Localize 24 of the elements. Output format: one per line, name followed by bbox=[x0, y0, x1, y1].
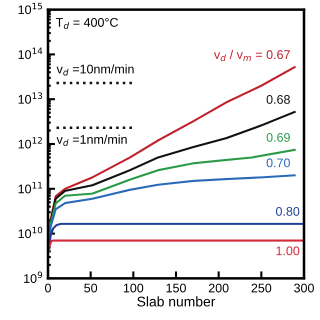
series-label: 0.68 bbox=[266, 95, 290, 104]
x-axis-title: Slab number bbox=[137, 296, 216, 307]
x-tick-label: 200 bbox=[208, 284, 229, 292]
x-tick-label: 0 bbox=[45, 284, 51, 292]
annotation: T$_{d}$ = 400°C bbox=[56, 18, 118, 29]
y-tick-label: 10$^{10}$ bbox=[18, 226, 42, 238]
series-label: 0.80 bbox=[276, 206, 300, 216]
annotation: v$_{d}$ =1nm/min bbox=[56, 134, 127, 146]
y-tick-label: 10$^{11}$ bbox=[18, 182, 42, 194]
x-tick-label: 100 bbox=[124, 284, 144, 292]
series-label: v$_{d}$ / v$_{m}$ = 0.67 bbox=[214, 50, 290, 62]
y-tick-label: 10$^{9}$ bbox=[24, 272, 42, 283]
x-tick-label: 300 bbox=[294, 284, 314, 292]
x-tick-label: 150 bbox=[166, 284, 186, 292]
series-label: 0.69 bbox=[266, 132, 290, 142]
series-label: 0.70 bbox=[266, 158, 290, 168]
series-label: 1.00 bbox=[276, 246, 300, 256]
y-tick-label: 10$^{12}$ bbox=[18, 137, 42, 149]
y-tick-label: 10$^{15}$ bbox=[18, 2, 42, 14]
x-tick-label: 50 bbox=[84, 284, 98, 292]
y-tick-label: 10$^{14}$ bbox=[18, 48, 42, 59]
annotation: v$_{d}$ =10nm/min bbox=[56, 64, 134, 76]
x-tick-label: 250 bbox=[252, 284, 272, 292]
y-tick-label: 10$^{13}$ bbox=[18, 92, 42, 104]
